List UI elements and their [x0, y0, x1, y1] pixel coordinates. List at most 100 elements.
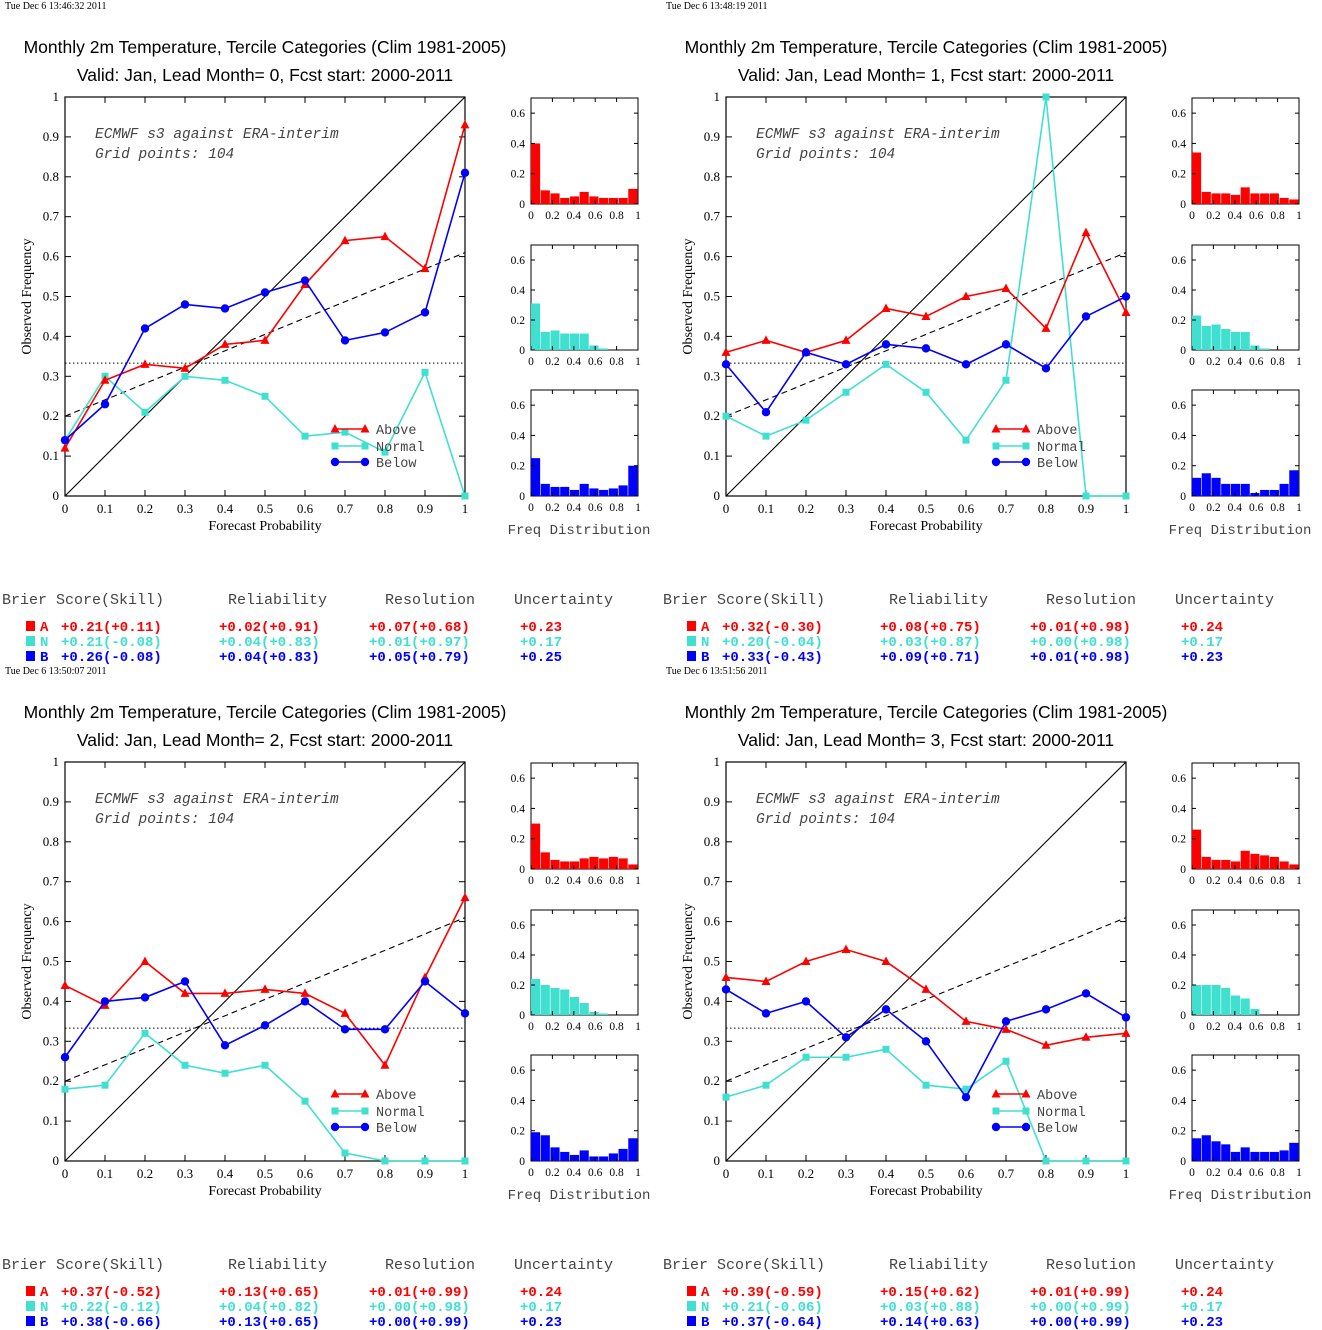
freq-bar-below — [560, 1151, 570, 1161]
legend-marker-below — [991, 457, 1001, 467]
point-normal — [922, 1081, 930, 1089]
freq-bar-above — [560, 861, 570, 869]
point-normal — [802, 1053, 810, 1061]
brier-score: +0.37(-0.64) — [722, 1315, 823, 1330]
freq-bar-normal — [1230, 995, 1241, 1015]
hist-y-tick-label: 0 — [1180, 864, 1186, 876]
hist-x-tick-label: 1 — [635, 210, 641, 222]
point-below — [761, 1009, 771, 1018]
freq-bar-above — [540, 190, 550, 204]
uncertainty-score: +0.25 — [520, 650, 562, 665]
no-skill-line — [725, 917, 1127, 1082]
grid-points-text: Grid points: 104 — [756, 147, 895, 163]
y-tick-label: 0.9 — [43, 794, 59, 809]
freq-bar-normal — [1201, 326, 1211, 350]
chart-svg: Tue Dec 6 13:50:07 2011 Monthly 2m Temper… — [2, 666, 650, 1330]
uncertainty-score: +0.17 — [1181, 635, 1223, 651]
hist-x-tick-label: 0.6 — [1249, 210, 1264, 222]
reliability-score: +0.03(+0.87) — [880, 635, 981, 651]
legend-label-normal: Normal — [376, 441, 425, 456]
legend-marker-above — [1021, 424, 1031, 433]
freq-bar-normal — [1240, 332, 1250, 350]
hist-x-tick-label: 0.2 — [545, 210, 560, 222]
point-above — [100, 375, 110, 384]
freq-bar-below — [540, 1135, 550, 1161]
score-header: Resolution — [1046, 592, 1136, 609]
point-normal — [962, 436, 970, 444]
reliability-score: +0.15(+0.62) — [880, 1285, 981, 1301]
freq-bar-below — [1240, 483, 1250, 496]
hist-y-tick-label: 0.2 — [511, 980, 526, 992]
freq-bar-above — [1289, 864, 1299, 869]
point-below — [380, 328, 390, 337]
hist-y-tick-label: 0 — [519, 491, 525, 503]
resolution-score: +0.00(+0.99) — [1030, 1315, 1131, 1330]
score-swatch-below — [26, 651, 35, 661]
hist-x-tick-label: 0.8 — [609, 210, 624, 222]
brier-score: +0.26(-0.08) — [61, 650, 162, 665]
legend-label-above: Above — [376, 1089, 417, 1104]
freq-bar-normal — [579, 1003, 589, 1015]
freq-bar-above — [1240, 187, 1250, 204]
legend-label-below: Below — [376, 457, 417, 472]
legend-marker-normal — [361, 1107, 369, 1115]
freq-bar-above — [608, 197, 618, 204]
point-normal — [301, 432, 309, 440]
score-header: Reliability — [228, 592, 327, 609]
brier-score: +0.21(+0.11) — [61, 620, 162, 636]
score-label: N — [40, 635, 48, 651]
x-tick-label: 0.3 — [838, 1166, 854, 1181]
x-tick-label: 0.6 — [958, 501, 975, 516]
freq-bar-normal — [1211, 985, 1221, 1015]
point-normal — [181, 1061, 189, 1069]
freq-bar-above — [1250, 853, 1260, 869]
freq-bar-above — [569, 196, 580, 204]
point-below — [180, 977, 190, 986]
legend-marker-normal — [992, 442, 1000, 450]
freq-bar-above — [1211, 859, 1221, 869]
hist-x-tick-label: 0.2 — [1206, 502, 1221, 514]
hist-x-tick-label: 0.2 — [545, 356, 560, 368]
hist-x-tick-label: 0.6 — [1249, 502, 1264, 514]
point-below — [881, 340, 891, 349]
reliability-score: +0.08(+0.75) — [880, 620, 981, 636]
reliability-score: +0.04(+0.83) — [219, 650, 320, 665]
point-normal — [722, 1093, 730, 1101]
freq-bar-below — [618, 485, 628, 496]
y-tick-label: 0.5 — [704, 289, 720, 304]
score-header: Uncertainty — [1175, 1257, 1274, 1274]
freq-bar-below — [531, 458, 541, 496]
score-header: Uncertainty — [514, 592, 613, 609]
freq-bar-below — [1250, 492, 1260, 496]
y-tick-label: 0.4 — [704, 993, 721, 1008]
freq-bar-above — [618, 197, 628, 204]
legend-label-normal: Normal — [376, 1106, 425, 1121]
point-normal — [1122, 1157, 1130, 1165]
hist-y-tick-label: 0.4 — [1172, 950, 1187, 962]
point-normal — [381, 448, 389, 456]
x-axis-label: Forecast Probability — [208, 519, 321, 534]
y-tick-label: 0.3 — [43, 368, 59, 383]
score-swatch-below — [687, 651, 696, 661]
point-normal — [461, 492, 469, 500]
y-tick-label: 0.5 — [704, 954, 720, 969]
point-above — [841, 944, 851, 954]
freq-bar-normal — [550, 330, 560, 350]
hist-x-tick-label: 0.4 — [1228, 1021, 1243, 1033]
resolution-score: +0.00(+0.99) — [369, 1315, 470, 1330]
hist-y-tick-label: 0 — [1180, 199, 1186, 211]
point-below — [60, 435, 70, 445]
point-above — [841, 335, 851, 344]
point-normal — [341, 1149, 349, 1157]
hist-x-tick-label: 0.2 — [1206, 356, 1221, 368]
point-below — [180, 300, 190, 309]
freq-bar-normal — [531, 303, 541, 350]
freq-bar-normal — [589, 1012, 599, 1015]
point-normal — [922, 388, 930, 396]
x-tick-label: 0.4 — [878, 1166, 895, 1181]
hist-x-tick-label: 0.4 — [567, 1021, 582, 1033]
uncertainty-score: +0.23 — [520, 1315, 562, 1330]
brier-score: +0.37(-0.52) — [61, 1285, 162, 1301]
hist-x-tick-label: 0.4 — [567, 502, 582, 514]
x-tick-label: 0 — [62, 1166, 69, 1181]
